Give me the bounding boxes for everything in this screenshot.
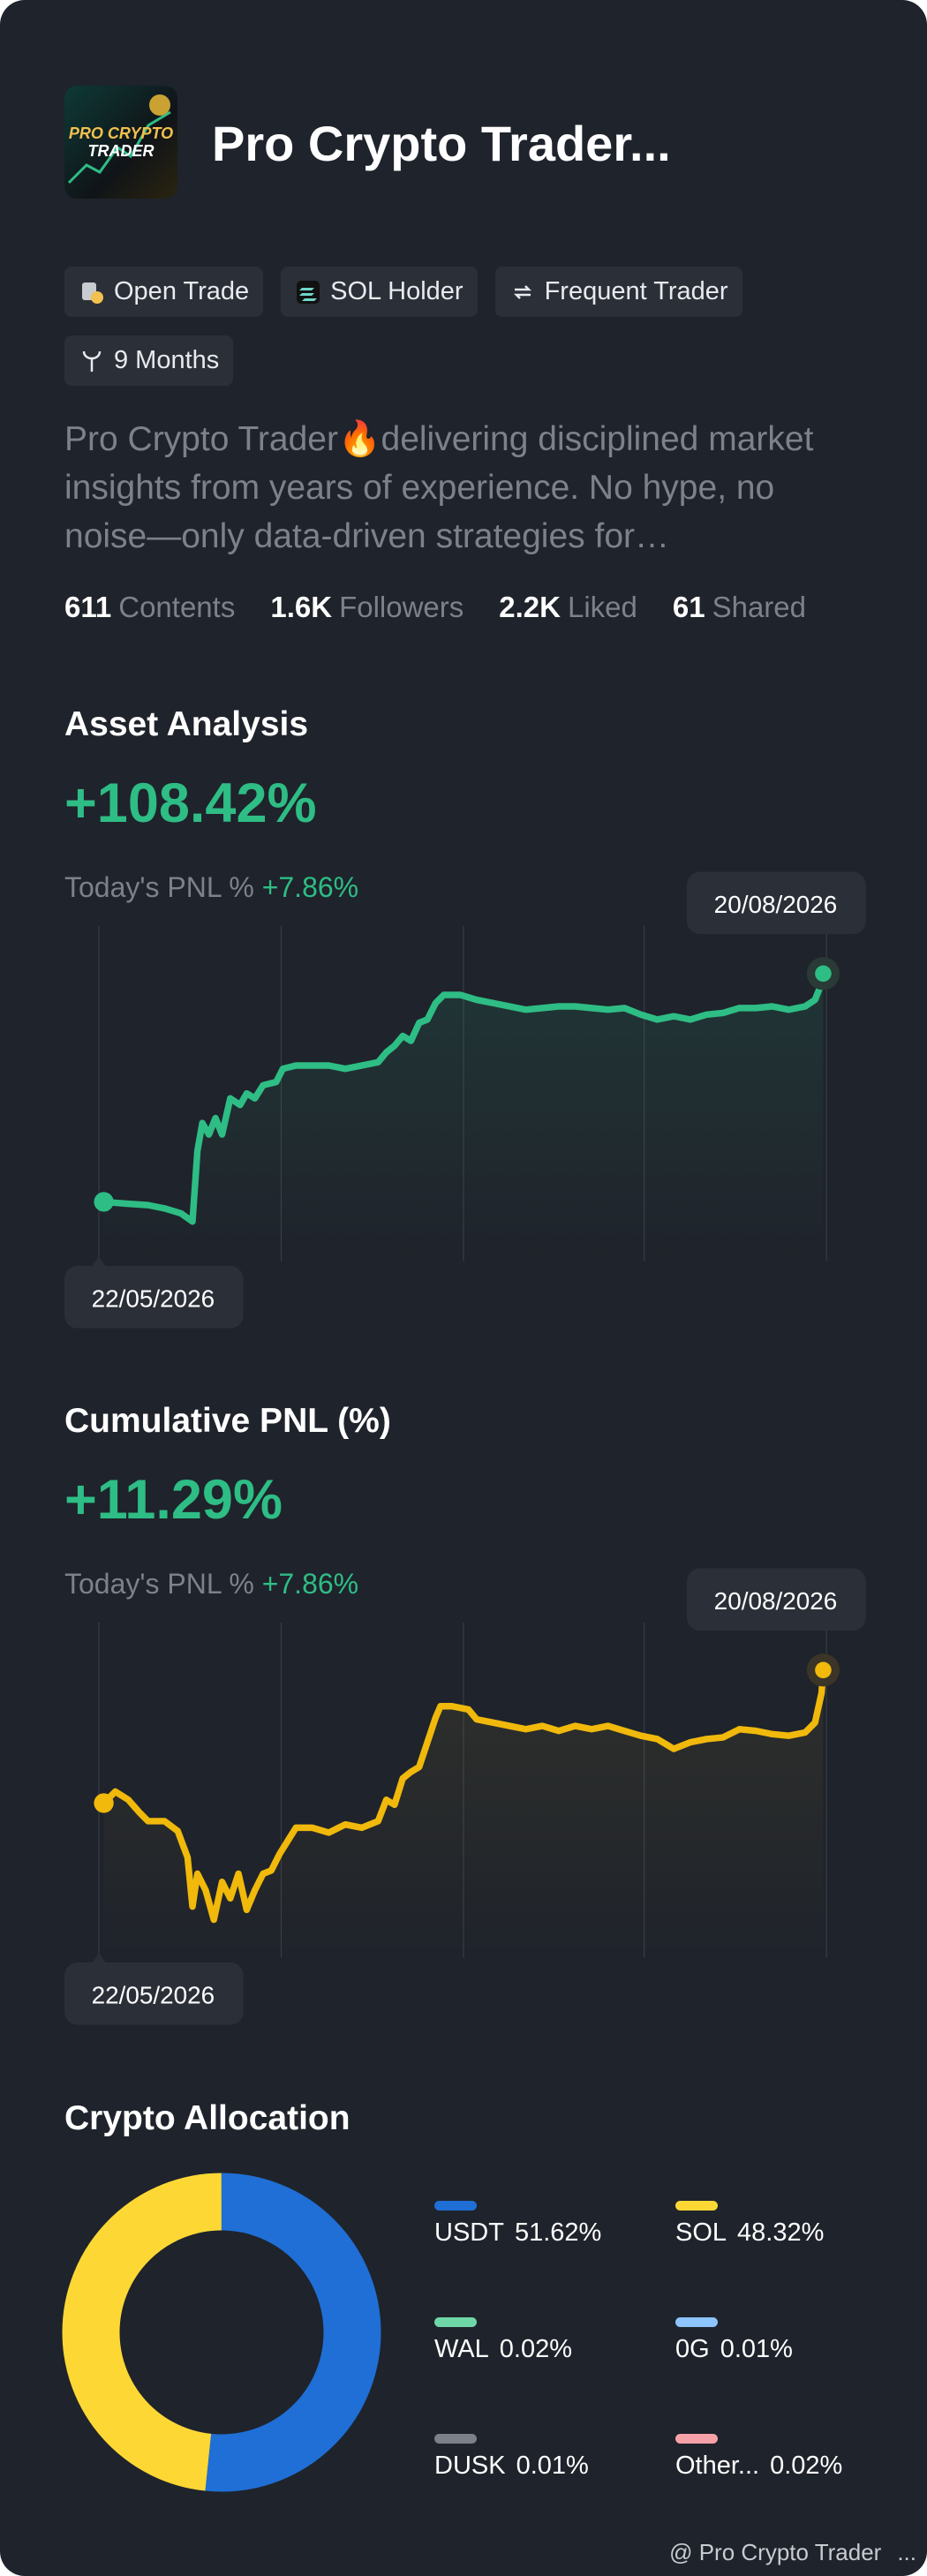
legend-name: Other... (675, 2452, 759, 2480)
donut-segment (62, 2173, 381, 2492)
legend-name: WAL (434, 2335, 489, 2363)
tag[interactable]: Open Trade (64, 267, 264, 317)
footer: @ Pro Crypto Trader ... (669, 2539, 916, 2566)
stat: 61 Shared (673, 591, 806, 624)
legend-swatch (434, 2201, 477, 2211)
pnl-row: Today's PNL % +7.86% (64, 871, 358, 904)
area (103, 1669, 824, 1958)
tag-label: 9 Months (114, 346, 220, 374)
legend-value: 48.32% (737, 2218, 824, 2247)
stats: 611 Contents 1.6K Followers 2.2K Liked 61 Sh… (64, 591, 806, 624)
avatar: PRO CRYPTO TRADER (64, 86, 177, 199)
legend-swatch (675, 2434, 718, 2444)
profile-title: Pro Crypto Trader... (212, 116, 671, 171)
legend-value: 0.01% (720, 2335, 793, 2363)
area (103, 973, 824, 1262)
stat-value: 61 (672, 591, 705, 623)
tooltip-pointer (92, 1255, 106, 1266)
pnl-chart: 20/08/2026 22/05/2026 (64, 1568, 866, 2025)
line (101, 1669, 827, 1924)
start-dot (94, 1192, 114, 1212)
end-dot (815, 1661, 832, 1679)
start-date: 22/05/2026 (92, 1284, 215, 1312)
end-date: 20/08/2026 (714, 1587, 838, 1615)
footer-more[interactable]: ... (897, 2539, 916, 2565)
tag-label: SOL Holder (330, 277, 464, 305)
pnl-label: Today's PNL % (64, 1568, 254, 1600)
legend-name: DUSK (434, 2452, 506, 2480)
legend-value: 0.01% (516, 2452, 589, 2480)
legend-swatch (434, 2317, 477, 2327)
donut-segment (62, 2173, 381, 2492)
tooltip (687, 871, 866, 935)
legend-name: USDT (434, 2218, 504, 2247)
legend-name: 0G (675, 2335, 710, 2363)
stat-label: Liked (567, 591, 637, 623)
svg-text:TRADER: TRADER (88, 142, 154, 160)
tooltip (64, 1265, 244, 1329)
tag[interactable]: SOL Holder (281, 267, 478, 317)
tags: Open Trade SOL Holder Frequent Trader 9 … (64, 267, 771, 386)
end-date: 20/08/2026 (714, 891, 838, 918)
legend-value: 0.02% (500, 2335, 572, 2363)
section-title: Cumulative PNL (%) (64, 1402, 391, 1440)
stat: 2.2K Liked (499, 591, 637, 624)
pnl-row: Today's PNL % +7.86% (64, 1568, 358, 1601)
stat-label: Contents (118, 591, 236, 623)
end-dot (815, 965, 832, 983)
section-title: Asset Analysis (64, 705, 309, 743)
section-title: Crypto Allocation (64, 2099, 350, 2137)
tooltip (64, 1962, 244, 2025)
tooltip-pointer (92, 1952, 106, 1962)
legend-value: 0.02% (770, 2452, 842, 2480)
svg-text:PRO CRYPTO: PRO CRYPTO (69, 124, 173, 142)
pnl-value: +7.86% (261, 871, 359, 903)
pnl-label: Today's PNL % (64, 871, 254, 903)
stat-label: Followers (339, 591, 464, 623)
allocation-chart: USDT 51.62% SOL 48.32% WAL 0.02% 0G 0.01% DUSK 0.… (62, 2173, 842, 2492)
legend-swatch (675, 2201, 718, 2211)
legend-value: 51.62% (515, 2218, 601, 2247)
footer-text: @ Pro Crypto Trader (669, 2539, 882, 2565)
tag-label: Open Trade (114, 277, 250, 305)
pnl-value: +7.86% (261, 1568, 359, 1600)
tag-label: Frequent Trader (544, 277, 728, 305)
stat: 1.6K Followers (270, 591, 464, 624)
tag[interactable]: 9 Months (64, 335, 234, 386)
headline-value: +11.29% (64, 1469, 283, 1531)
line (103, 973, 827, 1225)
description: Pro Crypto Trader🔥delivering disciplined… (64, 420, 814, 555)
legend-name: SOL (675, 2218, 727, 2247)
start-date: 22/05/2026 (92, 1981, 215, 2008)
headline-value: +108.42% (64, 772, 317, 834)
tooltip (687, 1568, 866, 1631)
stat-value: 2.2K (499, 591, 561, 623)
stat-value: 1.6K (270, 591, 333, 623)
legend-swatch (675, 2317, 718, 2327)
stat-value: 611 (64, 591, 112, 623)
stat: 611 Contents (64, 591, 235, 624)
tag[interactable]: Frequent Trader (494, 267, 742, 317)
stat-label: Shared (712, 591, 807, 623)
legend-swatch (434, 2434, 477, 2444)
start-dot (94, 1793, 114, 1813)
asset-chart: 20/08/2026 22/05/2026 (64, 871, 866, 1329)
